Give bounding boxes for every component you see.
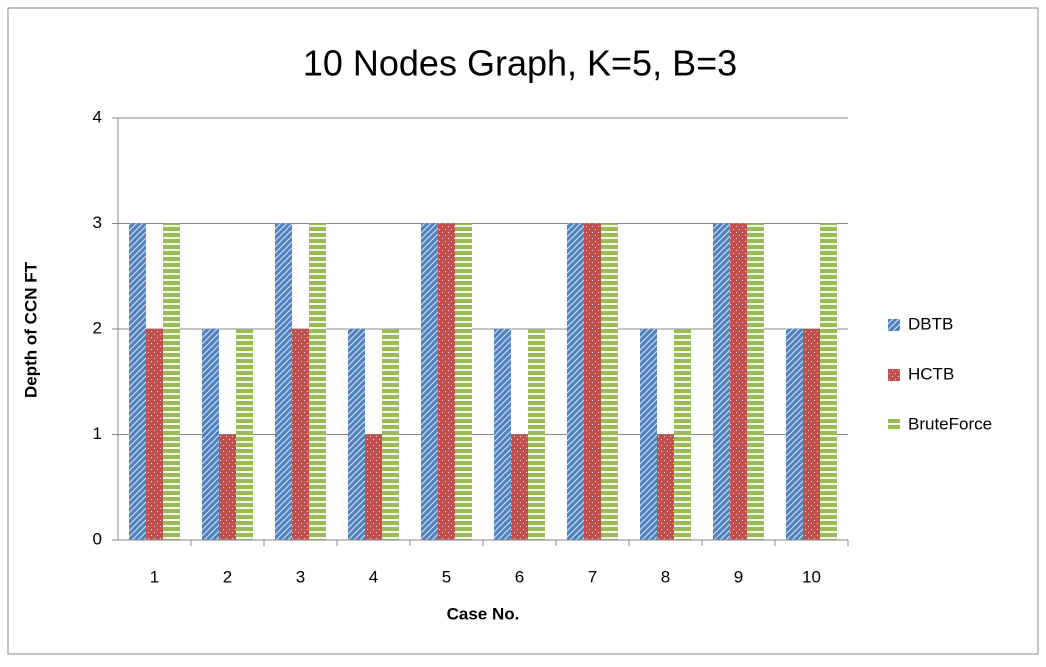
bar [820, 223, 837, 540]
bar [640, 329, 657, 540]
bar [786, 329, 803, 540]
x-tick-label: 4 [369, 567, 378, 586]
legend-swatch [888, 369, 900, 381]
x-axis-label: Case No. [447, 604, 520, 623]
bar [309, 223, 326, 540]
x-tick-label: 7 [588, 567, 597, 586]
bar [730, 223, 747, 540]
bar [163, 223, 180, 540]
legend-label: DBTB [908, 314, 953, 333]
bar [528, 329, 545, 540]
bar [713, 223, 730, 540]
bar [657, 434, 674, 540]
y-tick-label: 1 [93, 424, 102, 443]
x-tick-label: 2 [223, 567, 232, 586]
x-tick-label: 9 [734, 567, 743, 586]
chart-title: 10 Nodes Graph, K=5, B=3 [303, 43, 737, 84]
bar [511, 434, 528, 540]
bar [202, 329, 219, 540]
bar [275, 223, 292, 540]
bar [236, 329, 253, 540]
legend-swatch [888, 419, 900, 431]
y-tick-label: 3 [93, 213, 102, 232]
legend-label: HCTB [908, 364, 954, 383]
y-tick-label: 4 [93, 107, 102, 126]
x-tick-label: 8 [661, 567, 670, 586]
bar [382, 329, 399, 540]
legend-label: BruteForce [908, 414, 992, 433]
bar [365, 434, 382, 540]
bar [421, 223, 438, 540]
legend-swatch [888, 319, 900, 331]
bar [494, 329, 511, 540]
bar [567, 223, 584, 540]
y-tick-label: 0 [93, 529, 102, 548]
bar [129, 223, 146, 540]
bar [348, 329, 365, 540]
bar [219, 434, 236, 540]
y-axis-label: Depth of CCN FT [21, 261, 40, 398]
bar [292, 329, 309, 540]
x-tick-label: 3 [296, 567, 305, 586]
x-tick-label: 10 [802, 567, 821, 586]
bar [455, 223, 472, 540]
bar [438, 223, 455, 540]
bar [584, 223, 601, 540]
x-tick-label: 5 [442, 567, 451, 586]
x-tick-label: 1 [150, 567, 159, 586]
bar [674, 329, 691, 540]
bar [601, 223, 618, 540]
bar [146, 329, 163, 540]
bar [803, 329, 820, 540]
bar [747, 223, 764, 540]
x-tick-label: 6 [515, 567, 524, 586]
y-tick-label: 2 [93, 318, 102, 337]
